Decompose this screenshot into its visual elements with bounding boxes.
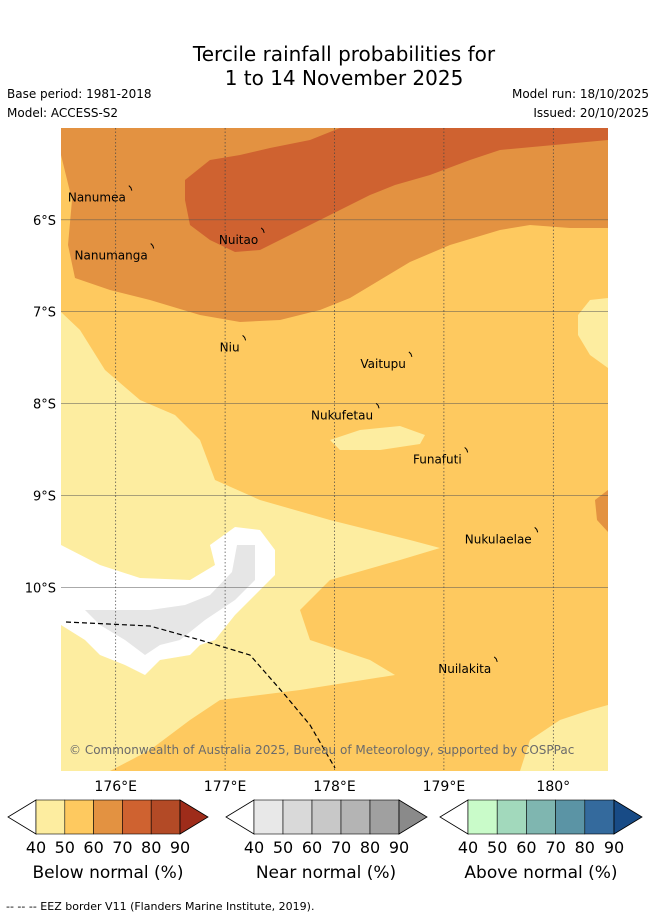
eez-footnote: -- -- -- EEZ border V11 (Flanders Marine… — [6, 900, 315, 913]
colorbar-1-tick-5: 90 — [389, 838, 409, 857]
lon-tick-label-3: 179°E — [423, 779, 466, 795]
probability-field — [61, 128, 608, 771]
place-labels: Nanumea Nuitao Nanumanga Niu Vaitupu Nukufeta… — [68, 185, 539, 676]
map-title: Tercile rainfall probabilities for 1 to … — [0, 42, 655, 90]
colorbar-1-tick-2: 60 — [302, 838, 322, 857]
colorbar-label-below: Below normal (%) — [32, 863, 184, 883]
lat-tick-label-3: 9°S — [33, 489, 56, 504]
lat-tick-label-0: 6°S — [33, 214, 56, 229]
model-name: Model: ACCESS-S2 — [7, 106, 119, 120]
lat-tick-label-1: 7°S — [33, 306, 56, 321]
colorbar-2-over-triangle — [613, 799, 643, 835]
island-mark-5 — [375, 402, 380, 409]
colorbar-0-tick-0: 40 — [26, 838, 46, 857]
colorbar-2-segment-2 — [526, 799, 556, 835]
colorbar-0-tick-1: 50 — [55, 838, 75, 857]
title-line-1: Tercile rainfall probabilities for — [192, 42, 496, 66]
place-label-3: Niu — [220, 340, 240, 354]
zone-below-40-west-notch — [61, 418, 80, 460]
colorbar-1-segment-4 — [369, 799, 400, 835]
colorbar-1-tick-1: 50 — [273, 838, 293, 857]
place-label-6: Funafuti — [413, 452, 462, 466]
colorbar-0-segment-2 — [93, 799, 123, 835]
copyright-text: © Commonwealth of Australia 2025, Bureau… — [69, 743, 574, 757]
colorbar-2-tick-3: 70 — [545, 838, 565, 857]
base-period: Base period: 1981-2018 — [7, 87, 152, 101]
lat-tick-label-4: 10°S — [25, 581, 56, 596]
lon-tick-label-1: 177°E — [204, 779, 247, 795]
colorbar-0-segment-3 — [122, 799, 152, 835]
colorbar-0-tick-3: 70 — [112, 838, 132, 857]
zone-below-40-southeast — [520, 705, 608, 771]
island-mark-0 — [128, 185, 133, 191]
zone-below-40-east — [578, 298, 608, 368]
title-line-2: 1 to 14 November 2025 — [224, 66, 464, 90]
place-label-4: Vaitupu — [360, 357, 406, 371]
place-label-7: Nukulaelae — [465, 532, 532, 546]
colorbar-1-segment-1 — [282, 799, 313, 835]
colorbar-1-segment-0 — [253, 799, 284, 835]
place-label-1: Nuitao — [219, 233, 258, 247]
colorbar-0-segment-4 — [150, 799, 181, 835]
colorbar-0-over-triangle — [179, 799, 209, 835]
eez-border — [65, 621, 336, 769]
model-run: Model run: 18/10/2025 — [511, 87, 649, 101]
colorbar-2-tick-2: 60 — [516, 838, 536, 857]
zone-below-60-east — [595, 490, 608, 532]
colorbar-1-segment-2 — [311, 799, 342, 835]
colorbar-0-segment-0 — [35, 799, 66, 835]
colorbar-1-tick-0: 40 — [244, 838, 264, 857]
colorbar-2: 40 50 60 70 80 90 — [439, 799, 643, 857]
colorbar-label-near: Near normal (%) — [255, 863, 397, 883]
colorbar-0: 40 50 60 70 80 90 — [7, 799, 209, 857]
lon-tick-label-2: 178°E — [313, 779, 356, 795]
place-label-8: Nuilakita — [438, 662, 491, 676]
colorbar-2-tick-4: 80 — [575, 838, 595, 857]
colorbar-2-segment-4 — [584, 799, 615, 835]
colorbar-2-under-triangle — [439, 799, 469, 835]
axis-tick-labels: 176°E 177°E 178°E 179°E 180° 6°S 7°S 8°S 9°S 10°S — [25, 214, 570, 795]
place-label-5: Nukufetau — [311, 408, 373, 422]
colorbars: 40 50 60 70 80 90 40 50 60 70 80 90 40 50 60 70 80 90 — [7, 799, 643, 857]
colorbar-1-over-triangle — [398, 799, 428, 835]
zone-below-70 — [185, 128, 608, 252]
island-mark-2 — [150, 243, 155, 249]
zone-near-normal-white — [61, 527, 275, 675]
colorbar-2-segment-0 — [467, 799, 498, 835]
colorbar-1-tick-4: 80 — [360, 838, 380, 857]
colorbar-0-segment-1 — [64, 799, 94, 835]
colorbar-1-segment-3 — [340, 799, 371, 835]
colorbar-0-tick-5: 90 — [170, 838, 190, 857]
lon-tick-label-0: 176°E — [94, 779, 137, 795]
colorbar-0-tick-4: 80 — [141, 838, 161, 857]
lon-tick-label-4: 180° — [536, 779, 570, 795]
island-mark-6 — [464, 447, 469, 453]
issued-date: Issued: 20/10/2025 — [533, 106, 649, 120]
colorbar-2-segment-3 — [555, 799, 586, 835]
gridlines — [61, 128, 608, 771]
colorbar-label-above: Above normal (%) — [464, 863, 618, 883]
zone-near-40 — [85, 545, 255, 655]
island-mark-3 — [242, 334, 247, 341]
island-mark-1 — [260, 227, 265, 234]
place-label-2: Nanumanga — [75, 248, 148, 262]
colorbar-2-tick-1: 50 — [487, 838, 507, 857]
colorbar-1-tick-3: 70 — [331, 838, 351, 857]
island-mark-8 — [493, 656, 498, 663]
place-label-0: Nanumea — [68, 191, 126, 205]
lat-tick-label-2: 8°S — [33, 398, 56, 413]
island-mark-7 — [534, 526, 539, 533]
colorbar-2-tick-5: 90 — [604, 838, 624, 857]
island-mark-4 — [408, 351, 413, 358]
colorbar-2-tick-0: 40 — [458, 838, 478, 857]
colorbar-0-under-triangle — [7, 799, 37, 835]
colorbar-2-segment-1 — [496, 799, 527, 835]
zone-below-40-nukufetau — [330, 426, 425, 450]
colorbar-0-tick-2: 60 — [83, 838, 103, 857]
colorbar-1: 40 50 60 70 80 90 — [225, 799, 428, 857]
colorbar-1-under-triangle — [225, 799, 255, 835]
